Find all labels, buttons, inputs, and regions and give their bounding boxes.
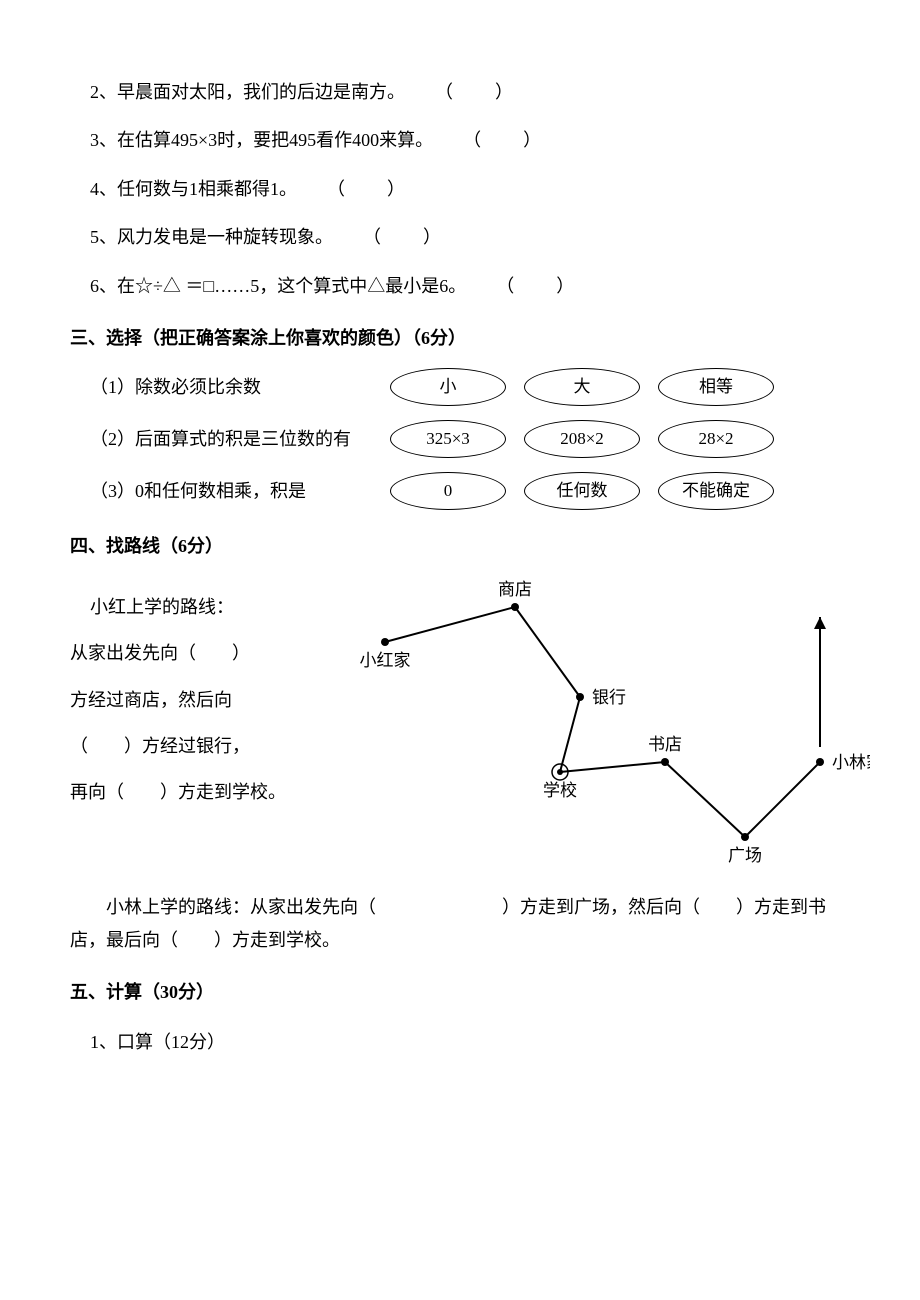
judgement-q2: 2、 早晨面对太阳，我们的后边是南方。 （ ） <box>90 76 850 108</box>
route-line2: 方经过商店，然后向 <box>70 684 340 716</box>
svg-text:小林家: 小林家 <box>832 753 870 772</box>
svg-text:书店: 书店 <box>648 735 682 754</box>
choice-q1-opt1[interactable]: 小 <box>390 368 506 406</box>
choice-q3-opt2[interactable]: 任何数 <box>524 472 640 510</box>
route-line1: 从家出发先向（ ） <box>70 637 340 669</box>
route-diagram: 小红家 商店银行学校 书店广场 小林家 <box>340 577 870 877</box>
judgement-q5: 5、 风力发电是一种旋转现象。 （ ） <box>90 221 850 253</box>
q4-text: 任何数与1相乘都得1。 <box>117 173 297 205</box>
choice-q3: （3）0和任何数相乘，积是 0 任何数 不能确定 <box>90 472 850 510</box>
route-left-text: 小红上学的路线： 从家出发先向（ ） 方经过商店，然后向 （ ）方经过银行， 再… <box>90 577 340 877</box>
choice-q1-options: 小 大 相等 <box>390 368 774 406</box>
q3-paren[interactable]: （ ） <box>463 124 543 156</box>
svg-text:广场: 广场 <box>728 846 762 865</box>
route-svg: 小红家 商店银行学校 书店广场 小林家 <box>340 577 870 867</box>
judgement-q4: 4、 任何数与1相乘都得1。 （ ） <box>90 173 850 205</box>
choice-q3-opt1[interactable]: 0 <box>390 472 506 510</box>
choice-q3-options: 0 任何数 不能确定 <box>390 472 774 510</box>
svg-text:商店: 商店 <box>498 580 532 599</box>
q5-text: 风力发电是一种旋转现象。 <box>117 221 333 253</box>
judgement-q6: 6、 在☆÷△ ＝□……5，这个算式中△最小是6。 （ ） <box>90 270 850 302</box>
choice-q2-opt2[interactable]: 208×2 <box>524 420 640 458</box>
xiaohong-title: 小红上学的路线： <box>90 591 340 623</box>
q3-text: 在估算495×3时，要把495看作400来算。 <box>117 124 433 156</box>
xiaolin-route: 小林上学的路线：从家出发先向（ ）方走到广场，然后向（ ）方走到书店，最后向（ … <box>70 891 850 956</box>
section4-header: 四、找路线（6分） <box>70 530 850 562</box>
choice-q1-opt2[interactable]: 大 <box>524 368 640 406</box>
choice-q1: （1）除数必须比余数 小 大 相等 <box>90 368 850 406</box>
section3-header: 三、选择（把正确答案涂上你喜欢的颜色）（6分） <box>70 322 850 354</box>
judgement-q3: 3、 在估算495×3时，要把495看作400来算。 （ ） <box>90 124 850 156</box>
choice-q2: （2）后面算式的积是三位数的有 325×3 208×2 28×2 <box>90 420 850 458</box>
section5-header: 五、计算（30分） <box>70 976 850 1008</box>
q2-text: 早晨面对太阳，我们的后边是南方。 <box>117 76 405 108</box>
choice-q2-options: 325×3 208×2 28×2 <box>390 420 774 458</box>
route-section: 小红上学的路线： 从家出发先向（ ） 方经过商店，然后向 （ ）方经过银行， 再… <box>70 577 850 877</box>
choice-q2-label: （2）后面算式的积是三位数的有 <box>90 423 390 455</box>
choice-q2-opt3[interactable]: 28×2 <box>658 420 774 458</box>
q2-num: 2、 <box>90 76 117 108</box>
q5-num: 5、 <box>90 221 117 253</box>
choice-q3-label: （3）0和任何数相乘，积是 <box>90 475 390 507</box>
q4-num: 4、 <box>90 173 117 205</box>
svg-text:小红家: 小红家 <box>360 651 411 670</box>
q6-num: 6、 <box>90 270 117 302</box>
svg-text:学校: 学校 <box>543 781 577 800</box>
q2-paren[interactable]: （ ） <box>435 76 515 108</box>
choice-q1-opt3[interactable]: 相等 <box>658 368 774 406</box>
q6-text: 在☆÷△ ＝□……5，这个算式中△最小是6。 <box>117 270 466 302</box>
route-line4: 再向（ ）方走到学校。 <box>70 776 340 808</box>
choice-q2-opt1[interactable]: 325×3 <box>390 420 506 458</box>
svg-text:银行: 银行 <box>592 688 626 707</box>
q5-paren[interactable]: （ ） <box>363 221 443 253</box>
choice-q1-label: （1）除数必须比余数 <box>90 371 390 403</box>
q4-paren[interactable]: （ ） <box>327 173 407 205</box>
choice-q3-opt3[interactable]: 不能确定 <box>658 472 774 510</box>
q6-paren[interactable]: （ ） <box>496 270 576 302</box>
section5-q1: 1、口算（12分） <box>90 1026 850 1058</box>
q3-num: 3、 <box>90 124 117 156</box>
route-line3: （ ）方经过银行， <box>70 730 340 762</box>
